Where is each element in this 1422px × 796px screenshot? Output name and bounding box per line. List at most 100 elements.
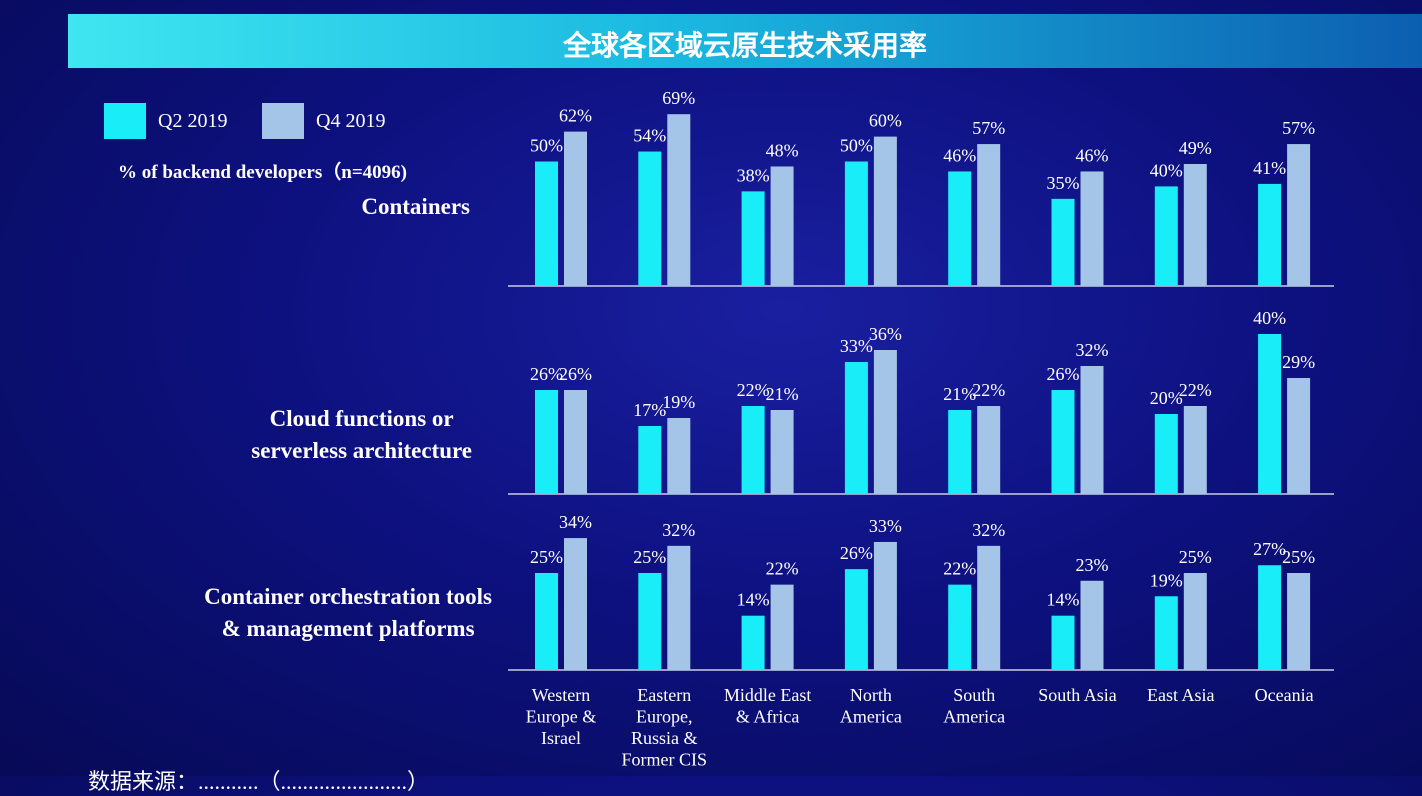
bar (977, 545, 1001, 670)
data-label: 22% (1179, 380, 1212, 400)
data-label: 62% (559, 106, 592, 126)
data-label: 32% (662, 520, 695, 540)
bar (873, 541, 897, 670)
bar (564, 131, 587, 286)
bar (1258, 183, 1282, 286)
data-label: 22% (943, 559, 976, 579)
data-label: 34% (559, 512, 592, 532)
bar (873, 136, 897, 286)
legend-label-q2: Q2 2019 (158, 110, 228, 132)
bar (535, 573, 558, 670)
bar (977, 406, 1001, 494)
bar (1154, 186, 1178, 286)
bar (948, 410, 972, 494)
bar (1154, 414, 1178, 494)
category-label: Europe, (636, 707, 692, 727)
bar (741, 191, 765, 286)
category-label: Oceania (1255, 685, 1314, 705)
data-label: 46% (943, 145, 976, 165)
category-label: Europe & (526, 707, 596, 727)
bar (844, 569, 868, 670)
category-label: America (943, 707, 1005, 727)
data-label: 69% (662, 88, 695, 108)
bar (770, 584, 794, 670)
panel-label-orchestration: Container orchestration tools & manageme… (204, 581, 492, 645)
panel-label-line: & management platforms (221, 616, 475, 641)
bar (977, 144, 1001, 286)
data-label: 49% (1179, 138, 1212, 158)
data-label: 38% (737, 165, 770, 185)
bar (1287, 144, 1311, 286)
category-label: North (850, 685, 892, 705)
bar (1258, 565, 1282, 670)
bar (1183, 573, 1207, 670)
data-label: 19% (1150, 570, 1183, 590)
data-label: 50% (840, 136, 873, 156)
bar (741, 615, 765, 670)
category-label: & Africa (736, 707, 799, 727)
data-label: 33% (840, 336, 873, 356)
data-label: 19% (662, 392, 695, 412)
data-label: 60% (869, 111, 902, 131)
bar (948, 584, 972, 670)
data-label: 23% (1076, 555, 1109, 575)
category-label: East Asia (1147, 685, 1215, 705)
bar (535, 161, 558, 286)
source-note: 数据来源：...........（.......................… (88, 769, 430, 794)
bar (948, 171, 972, 286)
bar (564, 390, 587, 494)
bar (770, 410, 794, 494)
data-label: 27% (1253, 539, 1286, 559)
title-banner: 全球各区域云原生技术采用率 (68, 14, 1422, 68)
bar (638, 573, 662, 670)
bar (1287, 573, 1311, 670)
data-label: 33% (869, 516, 902, 536)
data-label: 22% (972, 380, 1005, 400)
data-label: 21% (943, 384, 976, 404)
bar (770, 166, 794, 286)
legend-swatch-q2 (104, 103, 146, 139)
data-label: 22% (737, 380, 770, 400)
bar (1051, 615, 1075, 670)
bar (667, 545, 691, 670)
bar (1183, 406, 1207, 494)
category-label: America (840, 707, 902, 727)
panel-label-line: Containers (361, 194, 470, 219)
data-label: 25% (1179, 547, 1212, 567)
data-label: 41% (1253, 158, 1286, 178)
bar (667, 114, 691, 286)
data-label: 17% (633, 400, 666, 420)
panel-label-containers: Containers (361, 191, 470, 223)
data-label: 25% (633, 547, 666, 567)
chart-subtitle: % of backend developers（n=4096) (118, 162, 407, 183)
data-label: 29% (1282, 352, 1315, 372)
data-label: 26% (559, 364, 592, 384)
data-label: 32% (1076, 340, 1109, 360)
bar (844, 362, 868, 494)
data-label: 14% (1047, 590, 1080, 610)
data-label: 50% (530, 136, 563, 156)
data-label: 22% (766, 559, 799, 579)
bar (638, 151, 662, 286)
bar (1080, 580, 1104, 670)
data-label: 48% (766, 140, 799, 160)
bar (638, 426, 662, 494)
bar (1258, 334, 1282, 494)
data-label: 26% (840, 543, 873, 563)
bar (1287, 378, 1311, 494)
category-label: Russia & (631, 728, 698, 748)
bar (873, 350, 897, 494)
bar-chart: 50% 54% 38% 50% 46% 35% 40% 41% 62% 69% 48% 60% 57% 4… (508, 88, 1334, 748)
bar (564, 538, 587, 670)
data-label: 57% (1282, 118, 1315, 138)
bar (1154, 596, 1178, 670)
data-label: 14% (737, 590, 770, 610)
category-label: Western (532, 685, 591, 705)
bar (667, 418, 691, 494)
data-label: 21% (766, 384, 799, 404)
panel-label-line: Cloud functions or (269, 406, 454, 431)
category-label: South (953, 685, 995, 705)
panel-label-line: serverless architecture (251, 438, 472, 463)
data-label: 35% (1047, 173, 1080, 193)
bar (844, 161, 868, 286)
